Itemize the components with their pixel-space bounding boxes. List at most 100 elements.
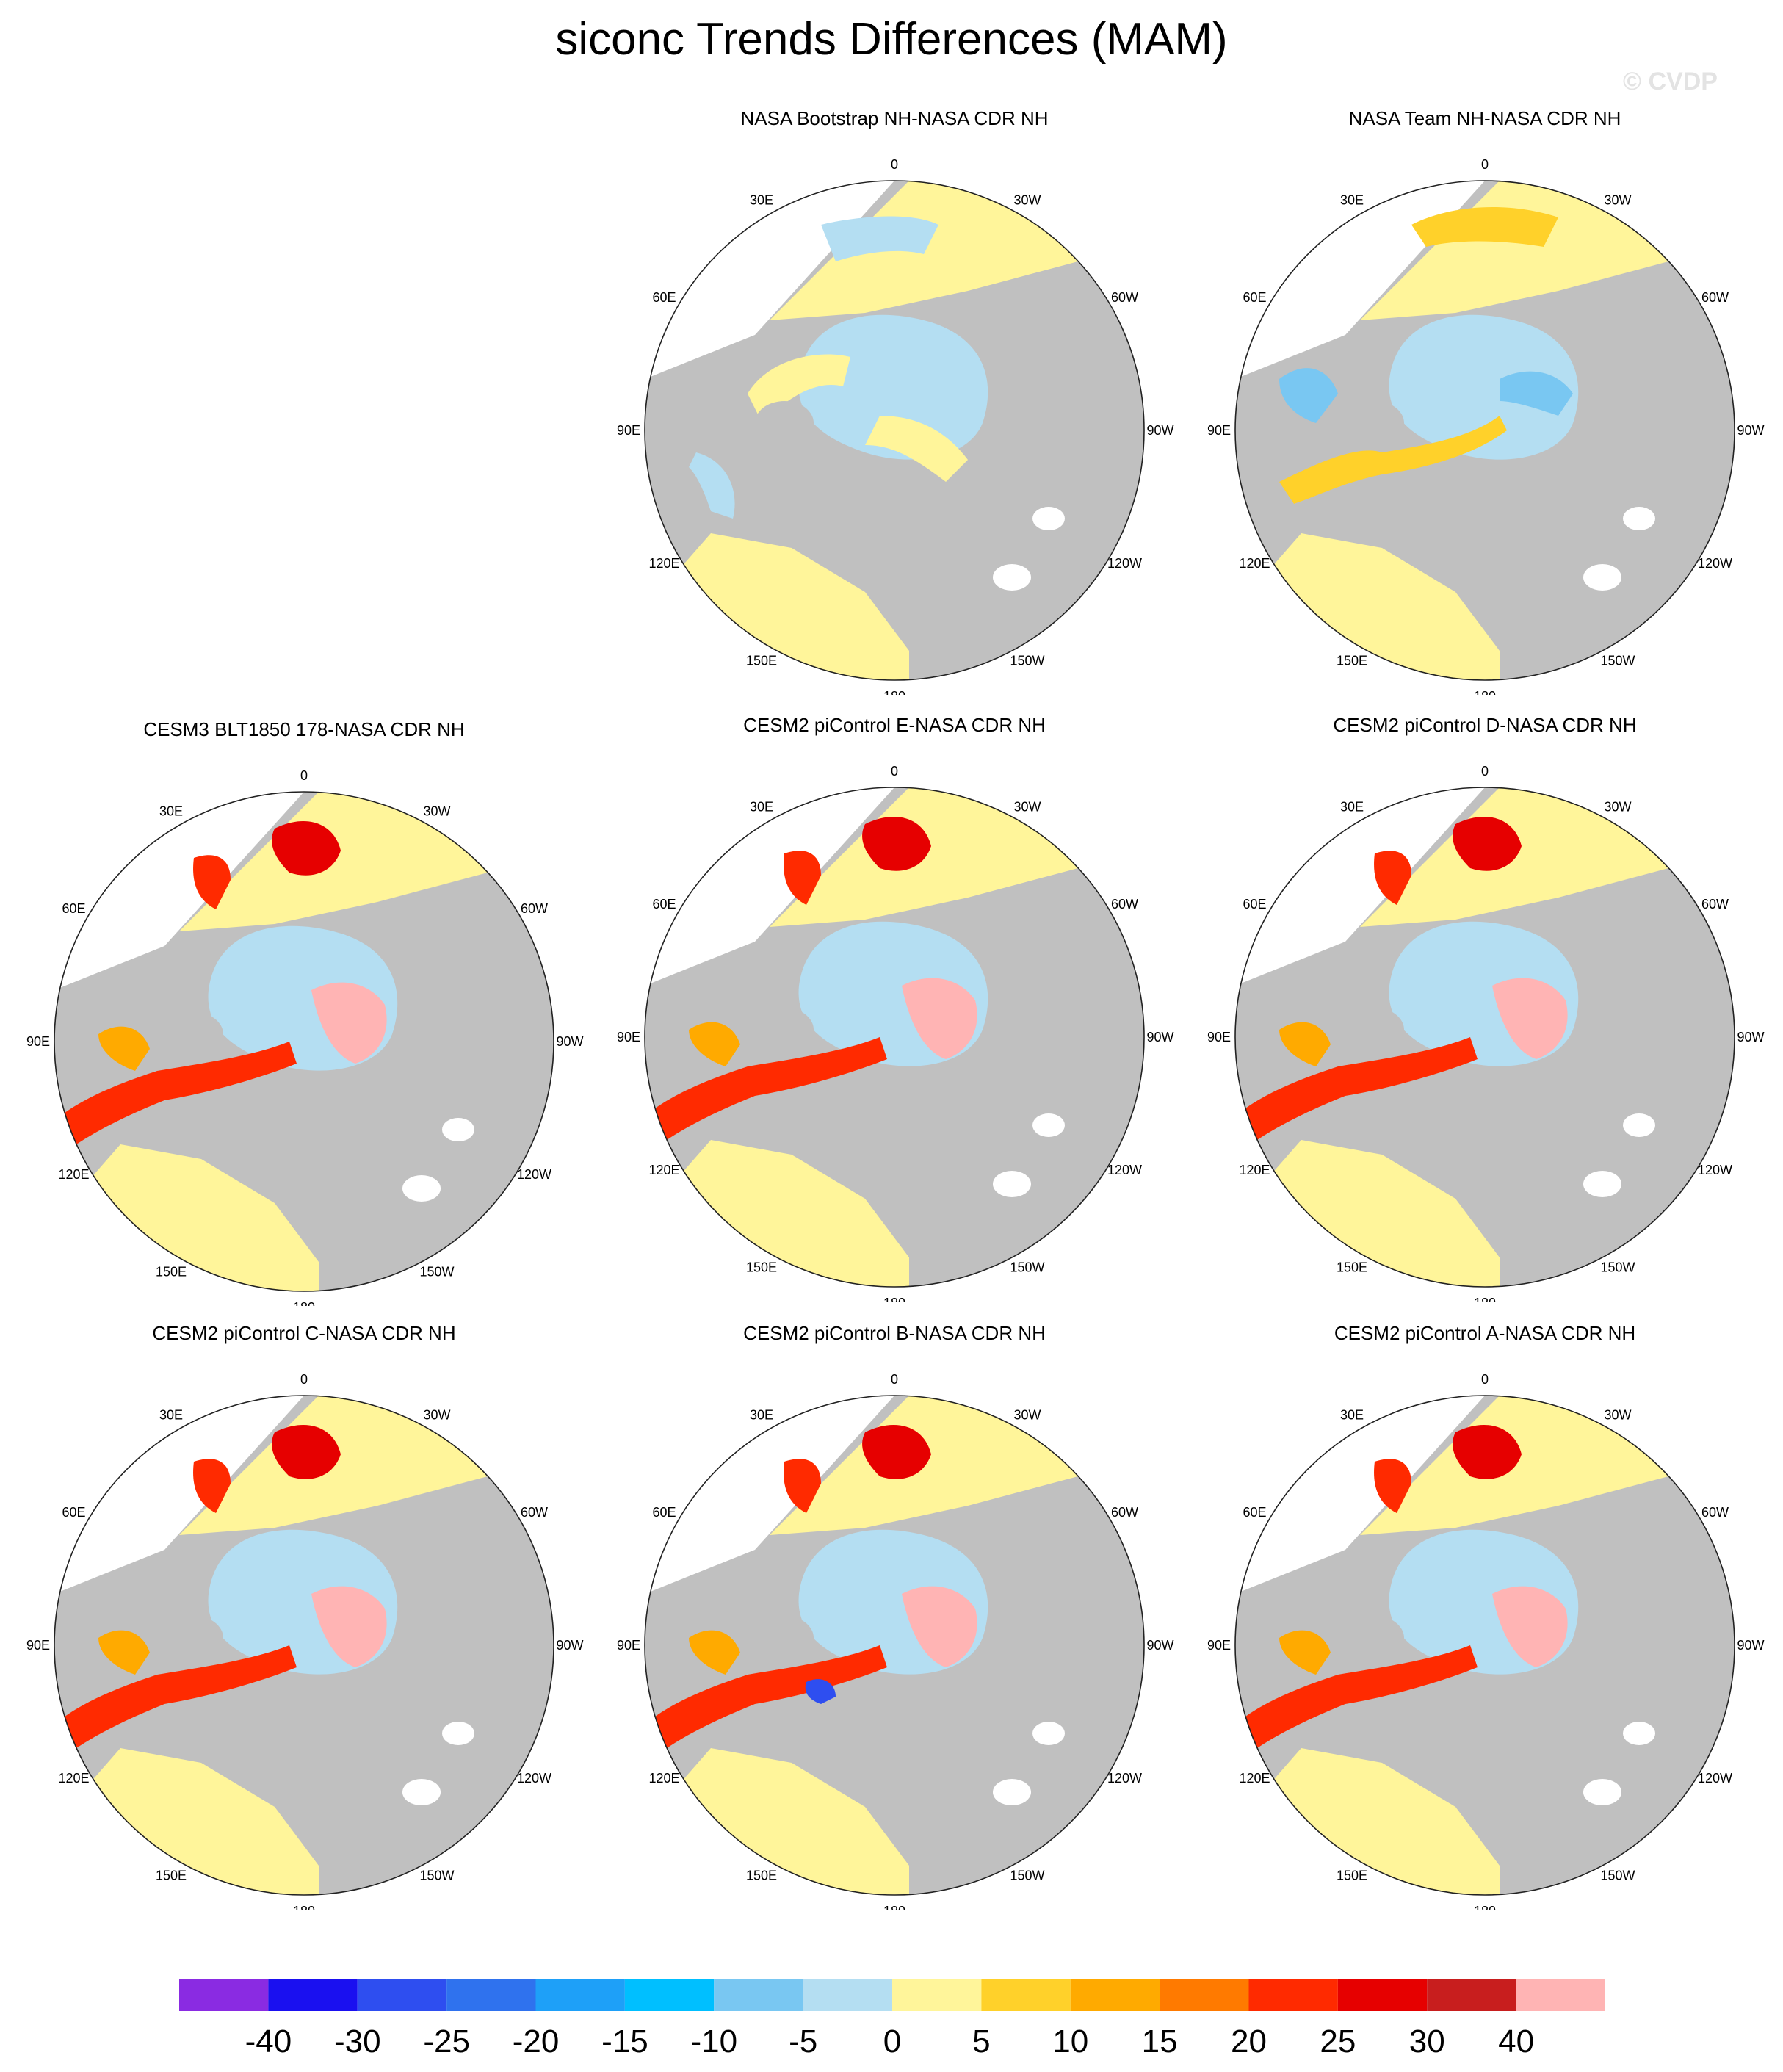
longitude-label: 180 bbox=[1474, 689, 1496, 695]
longitude-label: 0 bbox=[1481, 157, 1489, 172]
barents-strong-positive bbox=[1492, 1586, 1568, 1667]
baffin-region bbox=[1279, 368, 1338, 423]
figure-title: siconc Trends Differences (MAM) bbox=[555, 14, 1228, 65]
ice-edge-positive bbox=[62, 1645, 297, 1748]
longitude-label: 60E bbox=[1243, 290, 1266, 305]
longitude-label: 120W bbox=[1107, 1771, 1142, 1786]
longitude-label: 30W bbox=[1013, 1407, 1041, 1422]
longitude-label: 180 bbox=[293, 1904, 315, 1910]
longitude-label: 30E bbox=[750, 192, 773, 207]
longitude-label: 30W bbox=[1604, 1407, 1631, 1422]
bering-positive bbox=[784, 851, 821, 905]
longitude-label: 150E bbox=[746, 654, 777, 668]
lake-shape bbox=[442, 1722, 474, 1745]
longitude-label: 120E bbox=[58, 1167, 89, 1182]
arctic-basin bbox=[798, 314, 988, 460]
lake-shape bbox=[442, 1118, 474, 1141]
longitude-label: 60E bbox=[652, 1505, 676, 1520]
colorbar-box bbox=[268, 1979, 358, 2011]
lake-shape bbox=[1032, 1722, 1065, 1745]
longitude-label: 90W bbox=[1737, 1638, 1764, 1653]
polar-map: 180 150E 120E 90E 60E 30E 0 30W 60W 90W 120W 150W bbox=[26, 1372, 584, 1910]
longitude-label: 90E bbox=[617, 423, 640, 438]
map-boundary bbox=[644, 787, 1145, 1288]
hudson-positive bbox=[98, 1026, 150, 1071]
greenland-land bbox=[755, 401, 814, 445]
longitude-label: 30W bbox=[1013, 799, 1041, 814]
longitude-label: 150E bbox=[746, 1260, 777, 1275]
longitude-label: 30E bbox=[1340, 799, 1364, 814]
colorbar-label: -10 bbox=[690, 2024, 737, 2060]
greenland-sea-negative bbox=[805, 1679, 836, 1704]
longitude-label: 150W bbox=[419, 1265, 454, 1279]
longitude-label: 120W bbox=[1698, 1163, 1732, 1177]
panel-cesm3-blt1850: CESM3 BLT1850 178-NASA CDR NH 180 150E 120… bbox=[10, 718, 598, 1306]
polar-map: 180 150E 120E 90E 60E 30E 0 30W 60W 90W 120W 150W bbox=[1207, 157, 1765, 695]
longitude-label: 90E bbox=[26, 1638, 50, 1653]
colorbar-label: -40 bbox=[245, 2024, 292, 2060]
longitude-label: 0 bbox=[300, 768, 308, 783]
colorbar-label: 40 bbox=[1498, 2024, 1534, 2060]
barents-strong-positive bbox=[311, 982, 387, 1064]
east-siberian-band bbox=[1411, 207, 1558, 247]
lake-shape bbox=[993, 1779, 1031, 1805]
longitude-label: 90W bbox=[1737, 423, 1764, 438]
map-boundary bbox=[1234, 787, 1735, 1288]
bering-positive bbox=[1374, 1459, 1411, 1513]
longitude-label: 60E bbox=[652, 290, 676, 305]
hudson-positive bbox=[98, 1630, 150, 1675]
bering-positive bbox=[1374, 851, 1411, 905]
lake-shape bbox=[1623, 1113, 1655, 1137]
longitude-label: 120E bbox=[1239, 1771, 1270, 1786]
lake-shape bbox=[402, 1175, 441, 1202]
lake-shape bbox=[402, 1779, 441, 1805]
hudson-positive bbox=[689, 1630, 740, 1675]
panel-title: CESM2 piControl A-NASA CDR NH bbox=[1334, 1322, 1636, 1344]
longitude-label: 30W bbox=[423, 804, 450, 818]
hudson-positive bbox=[1279, 1630, 1331, 1675]
polar-map: 180 150E 120E 90E 60E 30E 0 30W 60W 90W 120W 150W bbox=[617, 764, 1174, 1302]
hudson-positive bbox=[1279, 1022, 1331, 1066]
longitude-label: 30E bbox=[750, 1407, 773, 1422]
ice-edge-positive bbox=[1243, 1037, 1478, 1140]
longitude-label: 60E bbox=[1243, 1505, 1266, 1520]
colorbar-label: -20 bbox=[513, 2024, 560, 2060]
greenland-land bbox=[164, 1616, 223, 1660]
colorbar-label: 0 bbox=[883, 2024, 901, 2060]
longitude-label: 30W bbox=[1013, 192, 1041, 207]
colorbar-box bbox=[714, 1979, 803, 2011]
okhotsk-positive bbox=[862, 1425, 931, 1479]
longitude-label: 90W bbox=[1737, 1030, 1764, 1044]
longitude-label: 150W bbox=[1600, 1869, 1635, 1883]
ice-edge-positive bbox=[652, 1037, 887, 1140]
ice-edge-positive bbox=[62, 1042, 297, 1144]
lake-shape bbox=[993, 1171, 1031, 1197]
lake-shape bbox=[1583, 1171, 1621, 1197]
greenland-land bbox=[164, 1012, 223, 1056]
longitude-label: 90E bbox=[26, 1034, 50, 1049]
longitude-label: 180 bbox=[293, 1300, 315, 1306]
panel-title: CESM2 piControl C-NASA CDR NH bbox=[152, 1322, 456, 1344]
polar-map: 180 150E 120E 90E 60E 30E 0 30W 60W 90W 120W 150W bbox=[617, 1372, 1174, 1910]
colorbar-box bbox=[1248, 1979, 1338, 2011]
colorbar-box bbox=[1427, 1979, 1516, 2011]
barents-strong-positive bbox=[311, 1586, 387, 1667]
longitude-label: 120W bbox=[1698, 556, 1732, 571]
colorbar-label: 10 bbox=[1052, 2024, 1088, 2060]
longitude-label: 120W bbox=[1107, 1163, 1142, 1177]
greenland-land bbox=[755, 1616, 814, 1660]
panel-title: NASA Bootstrap NH-NASA CDR NH bbox=[740, 107, 1049, 129]
longitude-label: 150E bbox=[1337, 1869, 1367, 1883]
longitude-label: 120E bbox=[648, 556, 679, 571]
longitude-label: 30E bbox=[159, 804, 183, 818]
polar-map: 180 150E 120E 90E 60E 30E 0 30W 60W 90W 120W 150W bbox=[26, 768, 584, 1306]
siberian-shelf bbox=[821, 216, 938, 261]
cvdp-watermark: © CVDP bbox=[1623, 68, 1718, 95]
panel-title: CESM3 BLT1850 178-NASA CDR NH bbox=[143, 718, 465, 740]
colorbar-label: -15 bbox=[601, 2024, 648, 2060]
map-boundary bbox=[54, 791, 554, 1292]
longitude-label: 180 bbox=[883, 689, 905, 695]
longitude-label: 60W bbox=[1111, 290, 1138, 305]
map-boundary bbox=[1234, 1395, 1735, 1896]
longitude-label: 0 bbox=[891, 764, 898, 779]
